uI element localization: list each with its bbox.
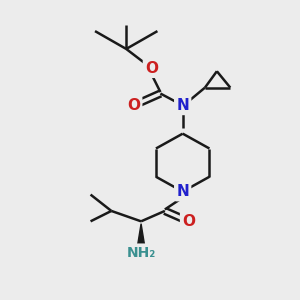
Text: NH₂: NH₂	[127, 245, 156, 260]
Text: O: O	[182, 214, 195, 229]
Polygon shape	[137, 224, 145, 247]
Text: N: N	[176, 98, 189, 113]
Text: O: O	[127, 98, 140, 113]
Text: O: O	[145, 61, 158, 76]
Text: N: N	[176, 184, 189, 199]
